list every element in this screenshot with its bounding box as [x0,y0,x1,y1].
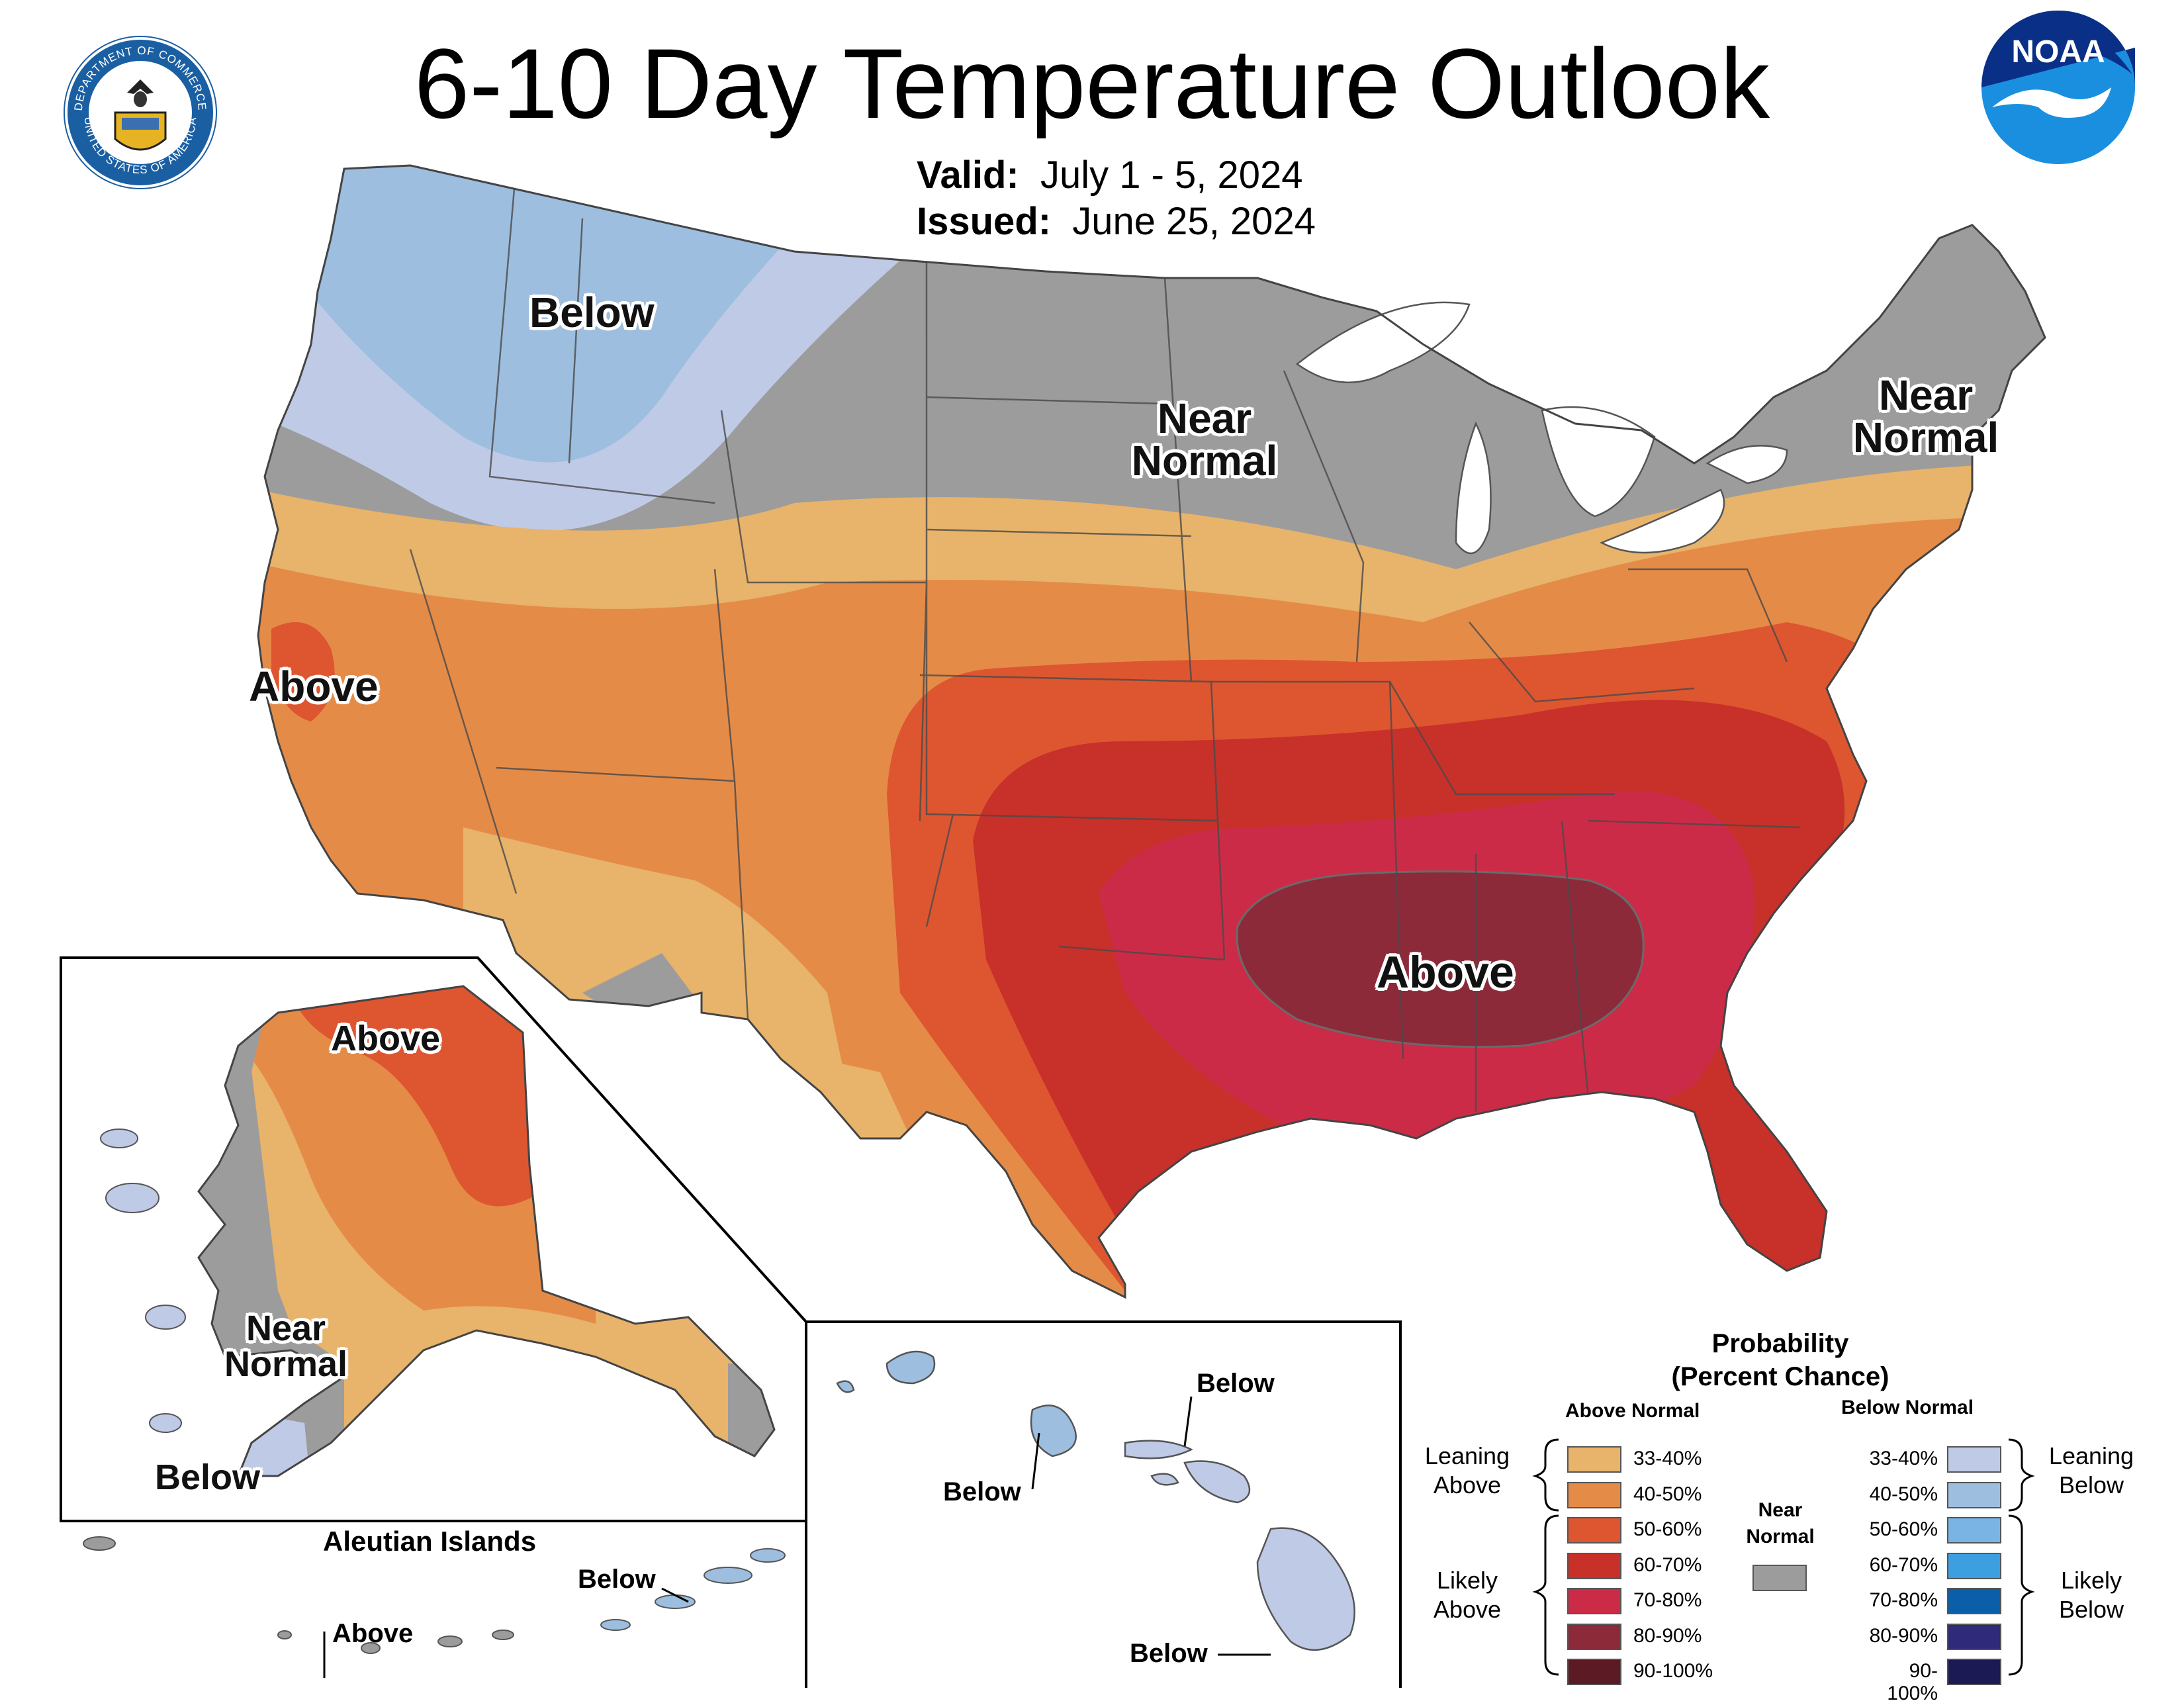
legend-above-swatch [1567,1517,1621,1544]
legend-above-swatch [1567,1623,1621,1650]
legend-below-swatch [1947,1659,2001,1685]
legend-above-swatch [1567,1659,1621,1685]
label-conus-near-normal-north: Near Normal [1131,394,1278,484]
legend-above-label: 40-50% [1633,1483,1702,1505]
legend-below-label: 70-80% [1869,1589,1938,1611]
legend-below-swatch [1947,1623,2001,1650]
aleutian-islands-title: Aleutian Islands [323,1526,537,1557]
legend-below-label: 60-70% [1869,1553,1938,1576]
issued-date: June 25, 2024 [1072,200,1316,243]
label-conus-above-south: Above [1377,947,1514,997]
legend-below-swatch [1947,1588,2001,1614]
label-ak-near-normal: Near Normal [224,1309,348,1384]
legend-below-label: 40-50% [1869,1483,1938,1505]
legend-above-swatch [1567,1446,1621,1473]
label-hi-below-3: Below [1130,1639,1208,1668]
legend-near-normal-label: Near Normal [1746,1499,1815,1547]
label-hi-below-2: Below [943,1477,1021,1506]
svg-text:NOAA: NOAA [2011,34,2105,69]
legend-above-swatch [1567,1481,1621,1508]
label-ak-above: Above [331,1019,441,1058]
label-hi-below-1: Below [1197,1369,1275,1398]
legend-above-label: 60-70% [1633,1553,1702,1576]
legend-above-label: 70-80% [1633,1589,1702,1611]
noaa-logo: NOAA [1981,11,2135,164]
valid-issued-block: Valid: July 1 - 5, 2024 Issued: June 25,… [917,152,1316,245]
legend-leaning-below: Leaning Below [2048,1442,2134,1498]
legend-below-label: 33-40% [1869,1448,1938,1469]
legend-below-swatch [1947,1481,2001,1508]
conus-outline [257,164,2046,1299]
legend-below-label: 50-60% [1869,1518,1938,1540]
label-ak-below: Below [155,1457,261,1497]
legend-title: Probability (Percent Chance) [1671,1329,1889,1391]
commerce-seal-logo: DEPARTMENT OF COMMERCE UNITED STATES OF … [64,36,217,189]
legend-leaning-above: Leaning Above [1424,1442,1510,1498]
label-conus-near-normal-ne: Near Normal [1852,371,1999,461]
legend-near-normal-swatch [1752,1565,1807,1591]
legend-below-header: Below Normal [1841,1397,1974,1418]
legend-above-label: 90-100% [1633,1660,1713,1682]
valid-label: Valid: [917,154,1019,197]
legend-below-label: 80-90% [1869,1624,1938,1647]
legend-above-swatch [1567,1552,1621,1579]
legend-above-header: Above Normal [1565,1400,1700,1422]
valid-date: July 1 - 5, 2024 [1040,154,1303,197]
legend-below-swatch [1947,1517,2001,1544]
label-aleutian-below: Below [578,1565,656,1594]
great-lakes [1295,301,1788,555]
legend-above-swatch [1567,1588,1621,1614]
label-conus-above-west: Above [249,663,379,710]
legend-below-swatch [1947,1552,2001,1579]
label-conus-below: Below [529,289,655,336]
label-aleutian-above: Above [332,1619,414,1648]
legend-likely-above: Likely Above [1433,1567,1502,1623]
legend-likely-below: Likely Below [2058,1567,2124,1623]
legend-above-label: 33-40% [1633,1448,1702,1469]
legend-above-label: 80-90% [1633,1624,1702,1647]
map-title: 6-10 Day Temperature Outlook [414,28,1770,139]
legend-below-swatch [1947,1446,2001,1473]
legend-above-label: 50-60% [1633,1518,1702,1540]
issued-label: Issued: [917,200,1052,243]
